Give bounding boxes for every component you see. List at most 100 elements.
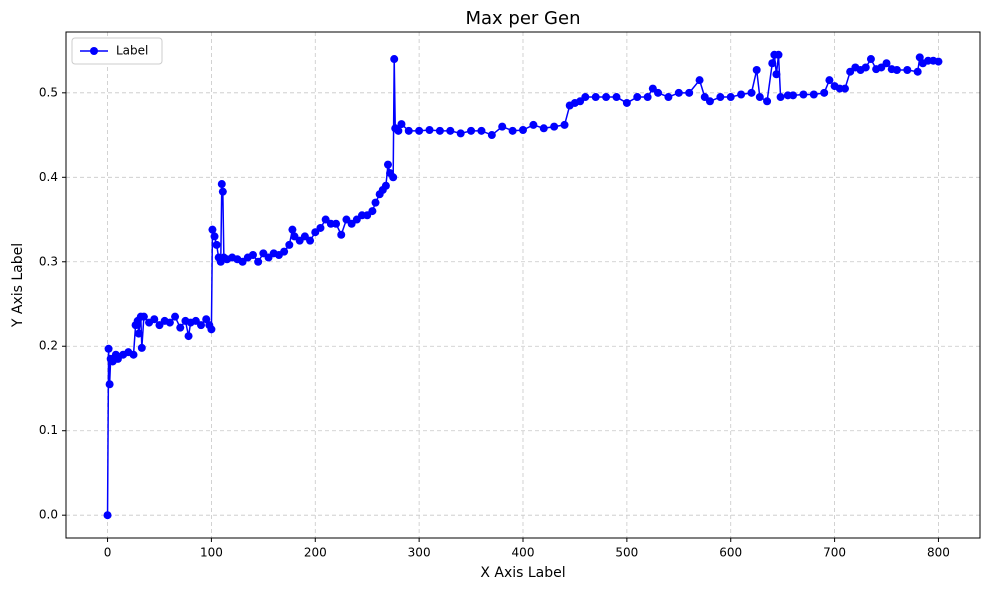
marker [654, 88, 663, 97]
marker [137, 343, 146, 352]
marker [105, 380, 114, 389]
x-tick-label: 200 [304, 546, 327, 560]
x-tick-label: 100 [200, 546, 223, 560]
marker [519, 125, 527, 134]
marker [134, 329, 143, 338]
marker [218, 187, 227, 196]
chart-title: Max per Gen [466, 8, 581, 29]
marker [381, 181, 390, 190]
marker [809, 90, 818, 99]
marker [763, 97, 772, 106]
marker [210, 232, 219, 241]
marker [737, 90, 746, 99]
marker [685, 88, 694, 97]
marker [747, 88, 756, 97]
marker [772, 70, 781, 79]
marker [425, 125, 434, 134]
marker [332, 219, 341, 228]
marker [446, 126, 455, 135]
marker [397, 120, 406, 129]
marker [726, 93, 735, 102]
marker [539, 124, 548, 133]
marker [695, 76, 704, 85]
marker [212, 240, 221, 249]
x-tick-label: 300 [408, 546, 431, 560]
x-tick-label: 500 [615, 546, 638, 560]
marker [165, 318, 174, 327]
marker [550, 122, 559, 131]
marker [150, 315, 159, 324]
marker [674, 88, 683, 97]
marker [394, 126, 403, 135]
marker [915, 53, 924, 62]
marker [103, 511, 112, 520]
marker [288, 225, 297, 234]
marker [591, 93, 600, 102]
marker [799, 90, 808, 99]
marker [197, 321, 206, 330]
marker [129, 350, 138, 359]
marker [389, 173, 398, 182]
marker [184, 332, 193, 341]
marker [337, 230, 346, 239]
marker [316, 223, 325, 232]
y-axis-label: Y Axis Label [10, 243, 26, 328]
marker [612, 93, 621, 102]
x-tick-label: 800 [927, 546, 950, 560]
legend-marker [90, 47, 98, 55]
marker [280, 247, 289, 256]
legend-label: Label [116, 44, 148, 58]
marker [208, 225, 217, 234]
marker [934, 57, 943, 66]
marker [456, 129, 465, 138]
marker [633, 93, 642, 102]
y-tick-label: 0.3 [39, 254, 58, 268]
marker [371, 198, 380, 207]
marker [171, 312, 180, 321]
marker [866, 55, 875, 64]
x-tick-label: 0 [104, 546, 112, 560]
marker [285, 240, 294, 249]
plot-frame [65, 31, 981, 539]
y-tick-label: 0.2 [39, 339, 58, 353]
marker [248, 251, 257, 260]
marker [254, 257, 263, 266]
marker [306, 236, 315, 245]
marker [581, 93, 590, 102]
marker [664, 93, 673, 102]
marker [415, 126, 424, 135]
y-tick-label: 0.4 [39, 170, 58, 184]
x-axis-label: X Axis Label [480, 565, 565, 581]
marker [913, 67, 922, 76]
x-tick-label: 600 [719, 546, 742, 560]
marker [774, 50, 783, 59]
marker [840, 84, 849, 93]
marker [560, 120, 569, 129]
marker [498, 122, 507, 131]
marker [368, 207, 377, 216]
marker [892, 66, 901, 75]
marker [622, 98, 631, 107]
marker [467, 126, 476, 135]
marker [217, 180, 226, 189]
marker [825, 76, 834, 85]
marker [139, 312, 148, 321]
marker [202, 315, 211, 324]
legend-box [71, 37, 163, 65]
y-tick-label: 0.5 [39, 85, 58, 99]
marker [529, 120, 538, 129]
marker [435, 126, 444, 135]
marker [477, 126, 486, 135]
marker [390, 55, 399, 64]
y-tick-label: 0.0 [39, 508, 58, 522]
legend: Label [71, 37, 163, 65]
marker [508, 126, 517, 135]
x-tick-label: 700 [823, 546, 846, 560]
marker [882, 59, 891, 68]
marker [820, 88, 829, 97]
marker [487, 131, 496, 140]
marker [383, 160, 392, 169]
marker [643, 93, 652, 102]
marker [789, 91, 798, 100]
